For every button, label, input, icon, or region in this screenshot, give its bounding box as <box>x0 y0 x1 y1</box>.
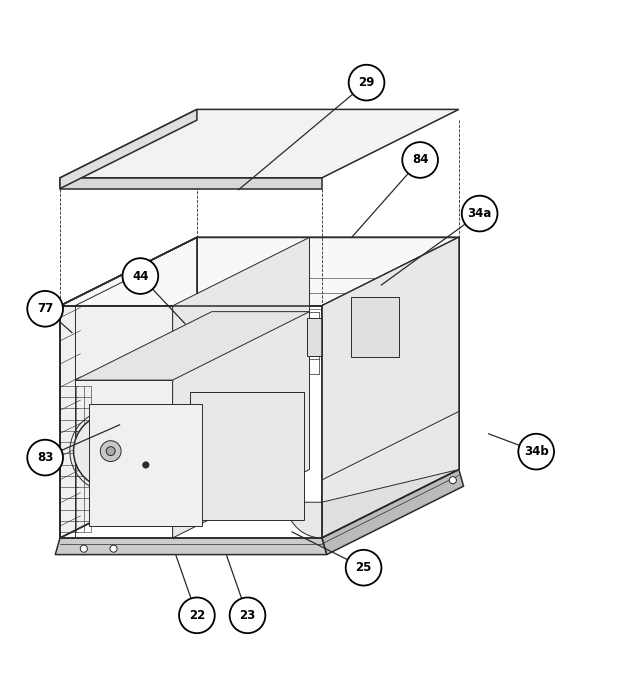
Polygon shape <box>89 404 202 526</box>
Polygon shape <box>322 238 459 538</box>
Polygon shape <box>100 489 122 512</box>
Circle shape <box>348 65 384 101</box>
Text: 44: 44 <box>132 269 149 282</box>
Text: 84: 84 <box>412 154 428 167</box>
Polygon shape <box>60 110 459 178</box>
Circle shape <box>100 441 121 462</box>
Circle shape <box>110 545 117 552</box>
Circle shape <box>450 477 456 484</box>
Polygon shape <box>60 110 197 189</box>
Text: 25: 25 <box>355 562 372 574</box>
Polygon shape <box>307 318 322 356</box>
Text: 77: 77 <box>37 302 53 316</box>
Circle shape <box>402 142 438 178</box>
Polygon shape <box>60 178 322 189</box>
Circle shape <box>27 440 63 475</box>
Polygon shape <box>60 238 197 538</box>
Circle shape <box>106 446 115 455</box>
Circle shape <box>462 196 497 232</box>
Text: 29: 29 <box>358 76 374 89</box>
Polygon shape <box>55 538 327 555</box>
Polygon shape <box>172 238 309 538</box>
Polygon shape <box>190 392 304 520</box>
Polygon shape <box>286 238 459 538</box>
Circle shape <box>142 462 149 469</box>
Polygon shape <box>322 469 464 555</box>
Circle shape <box>123 258 158 294</box>
Circle shape <box>80 545 87 552</box>
Circle shape <box>518 434 554 469</box>
Polygon shape <box>60 238 459 306</box>
Text: 23: 23 <box>239 609 255 621</box>
Text: 83: 83 <box>37 451 53 464</box>
Circle shape <box>179 597 215 633</box>
Circle shape <box>346 550 381 586</box>
Text: 34a: 34a <box>467 207 492 220</box>
Polygon shape <box>351 297 399 357</box>
Circle shape <box>27 291 63 327</box>
Text: 22: 22 <box>188 609 205 621</box>
Circle shape <box>229 597 265 633</box>
Polygon shape <box>75 311 309 380</box>
Text: 34b: 34b <box>524 445 549 458</box>
Circle shape <box>74 414 148 489</box>
